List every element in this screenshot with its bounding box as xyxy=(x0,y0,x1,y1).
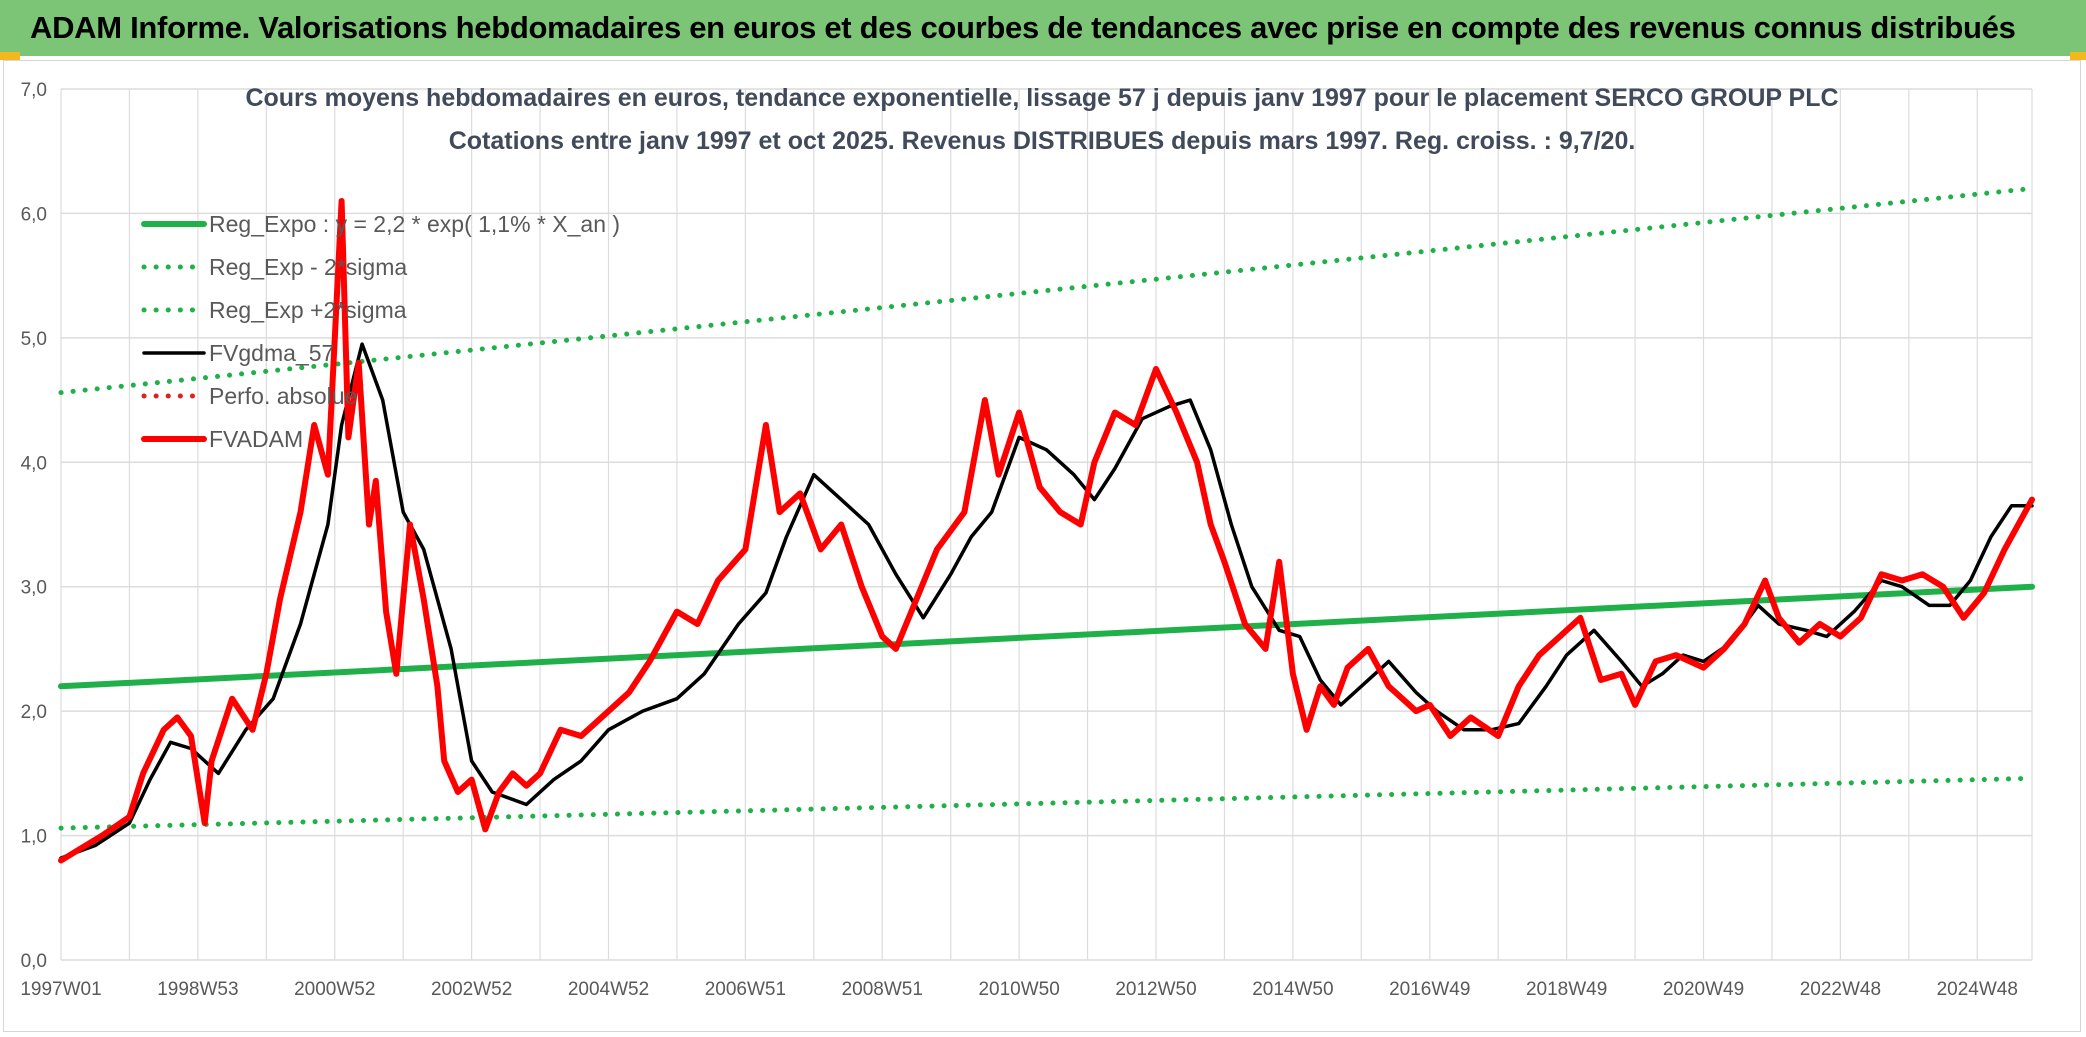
y-tick-label: 3,0 xyxy=(21,578,47,599)
grid xyxy=(60,88,2033,961)
legend-label: FVADAM xyxy=(209,426,303,452)
x-tick-label: 2010W50 xyxy=(978,979,1059,1000)
x-tick-label: 2020W49 xyxy=(1663,979,1744,1000)
y-tick-label: 6,0 xyxy=(21,204,47,225)
legend: Reg_Expo : y = 2,2 * exp( 1,1% * X_an ) R… xyxy=(141,211,620,452)
series-group xyxy=(58,186,2035,864)
y-tick-label: 7,0 xyxy=(21,80,47,101)
x-tick-label: 2008W51 xyxy=(842,979,923,1000)
line-chart: 0,0 1,0 2,0 3,0 4,0 5,0 6,0 7,0 1997W01 1998W53 20… xyxy=(20,80,2035,1000)
x-tick-label: 2012W50 xyxy=(1115,979,1196,1000)
chart-subtitle: Cotations entre janv 1997 et oct 2025. R… xyxy=(449,127,1636,155)
axis-labels: 0,0 1,0 2,0 3,0 4,0 5,0 6,0 7,0 1997W01 1998W53 20… xyxy=(20,80,2018,1000)
chart-area: 0,0 1,0 2,0 3,0 4,0 5,0 6,0 7,0 1997W01 1998W53 20… xyxy=(3,60,2081,1032)
series-line-1 xyxy=(58,775,2035,831)
x-tick-label: 2022W48 xyxy=(1800,979,1881,1000)
y-tick-label: 1,0 xyxy=(21,827,47,848)
legend-label: Reg_Expo : y = 2,2 * exp( 1,1% * X_an ) xyxy=(209,211,620,237)
series-line-2 xyxy=(58,186,2035,396)
x-tick-label: 2018W49 xyxy=(1526,979,1607,1000)
x-tick-label: 1997W01 xyxy=(20,979,101,1000)
y-tick-label: 5,0 xyxy=(21,329,47,350)
report-title: ADAM Informe. Valorisations hebdomadaire… xyxy=(30,10,2016,45)
series-line-5 xyxy=(58,198,2035,864)
y-tick-label: 2,0 xyxy=(21,702,47,723)
x-tick-label: 2016W49 xyxy=(1389,979,1470,1000)
x-tick-label: 2004W52 xyxy=(568,979,649,1000)
legend-label: Reg_Exp +2*sigma xyxy=(209,297,407,323)
series-line-0 xyxy=(58,583,2035,690)
x-tick-label: 2024W48 xyxy=(1937,979,2018,1000)
x-tick-label: 2006W51 xyxy=(705,979,786,1000)
chart-title: Cours moyens hebdomadaires en euros, ten… xyxy=(245,84,1838,112)
y-tick-label: 4,0 xyxy=(21,453,47,474)
legend-label: Perfo. absolue xyxy=(209,383,357,409)
corner-accent-left xyxy=(0,52,20,60)
x-tick-label: 2000W52 xyxy=(294,979,375,1000)
legend-label: FVgdma_57 xyxy=(209,340,334,366)
x-tick-label: 1998W53 xyxy=(157,979,238,1000)
corner-accent-right xyxy=(2070,52,2086,60)
y-tick-label: 0,0 xyxy=(21,951,47,972)
report-banner: ADAM Informe. Valorisations hebdomadaire… xyxy=(0,0,2086,56)
x-tick-label: 2002W52 xyxy=(431,979,512,1000)
x-tick-label: 2014W50 xyxy=(1252,979,1333,1000)
legend-label: Reg_Exp - 2*sigma xyxy=(209,254,407,280)
